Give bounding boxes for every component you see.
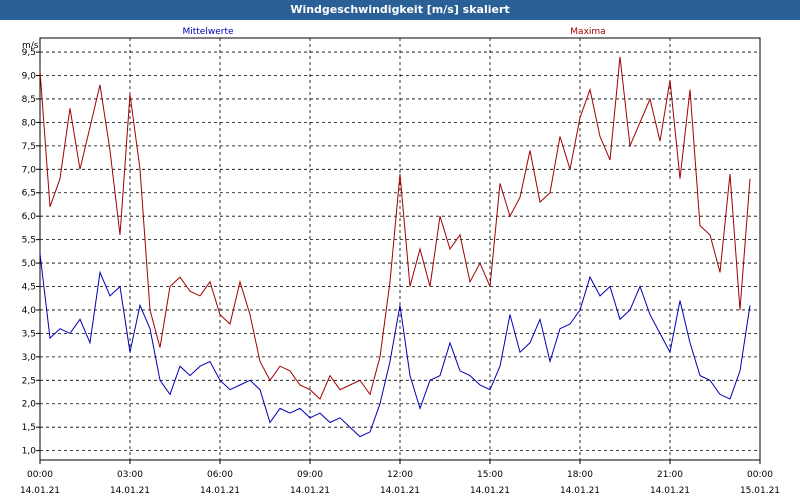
x-tick-date-label: 14.01.21 [20,486,60,496]
chart-title: Windgeschwindigkeit [m/s] skaliert [0,0,800,20]
y-axis-ticks: 1,0 1,5 2,0 2,5 3,0 3,5 4,0 4,5 5,0 5,5 6,0 6,5 7,0 7… [22,48,40,457]
x-tick-date-label: 15.01.21 [740,486,780,496]
legend-maxima: Maxima [570,27,605,37]
y-tick-label: 6,5 [22,189,36,199]
y-tick-label: 4,5 [22,283,36,293]
series-lines [39,56,751,438]
x-tick-date-label: 14.01.21 [650,486,690,496]
y-axis-label: m/s [22,41,39,51]
x-tick-date-label: 14.01.21 [560,486,600,496]
x-tick-time-label: 12:00 [387,470,413,480]
y-tick-label: 7,5 [22,142,36,152]
x-tick-date-label: 14.01.21 [110,486,150,496]
grid-lines [40,38,760,460]
series-line-maxima [39,56,751,400]
y-tick-label: 2,5 [22,376,36,386]
y-tick-label: 9,0 [22,72,37,82]
y-tick-label: 3,0 [22,353,37,363]
legend-mittelwerte: Mittelwerte [182,27,233,37]
y-tick-label: 8,5 [22,95,36,105]
x-axis-ticks: 00:00 14.01.21 03:00 14.01.21 06:00 14.01.21 0… [20,460,780,496]
y-tick-label: 5,5 [22,236,36,246]
x-tick-time-label: 18:00 [567,470,593,480]
x-tick-date-label: 14.01.21 [200,486,240,496]
y-tick-label: 7,0 [22,165,37,175]
y-tick-label: 9,5 [22,48,36,58]
y-tick-label: 5,0 [22,259,37,269]
y-tick-label: 3,5 [22,329,36,339]
y-tick-label: 1,5 [22,423,36,433]
y-tick-label: 1,0 [22,447,37,457]
x-tick-time-label: 09:00 [297,470,323,480]
x-tick-time-label: 06:00 [207,470,233,480]
x-tick-date-label: 14.01.21 [470,486,510,496]
y-tick-label: 2,0 [22,400,37,410]
y-tick-label: 4,0 [22,306,37,316]
x-tick-time-label: 15:00 [477,470,503,480]
y-tick-label: 8,0 [22,118,37,128]
x-tick-time-label: 21:00 [657,470,683,480]
x-tick-time-label: 00:00 [747,470,773,480]
series-line-mittelwerte [39,253,751,438]
x-tick-time-label: 00:00 [27,470,53,480]
x-tick-date-label: 14.01.21 [290,486,330,496]
x-tick-date-label: 14.01.21 [380,486,420,496]
x-tick-time-label: 03:00 [117,470,143,480]
y-tick-label: 6,0 [22,212,37,222]
